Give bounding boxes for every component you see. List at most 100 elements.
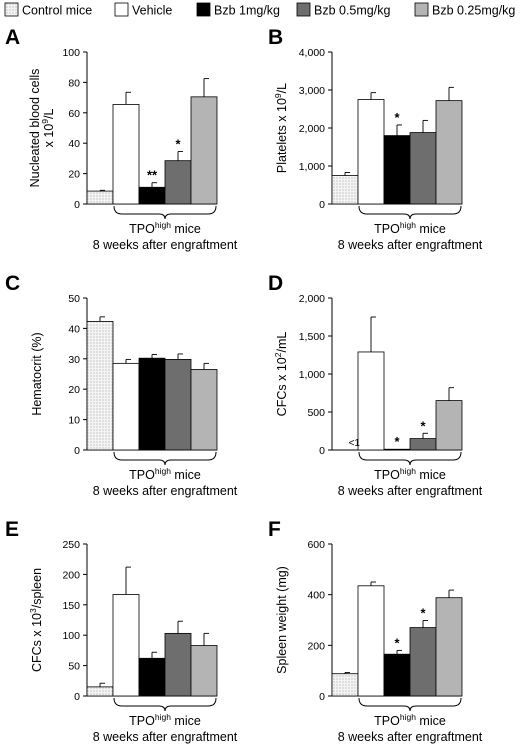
legend-swatch [4,2,19,17]
y-tick-label: 3,000 [299,85,325,97]
bar-bzb025 [190,96,218,205]
bar-control [86,190,114,205]
bar-bzb1 [383,135,411,205]
group-label-line1: TPOhigh mice [374,712,446,728]
y-tick-label: 0 [319,691,325,703]
y-tick-label: 0 [319,199,325,211]
legend-item-bzb025: Bzb 0.25mg/kg [414,2,515,18]
panel-letter: D [268,272,283,295]
group-brace [113,205,217,220]
bar-bzb025 [190,369,218,451]
significance-mark: * [420,418,426,433]
bar-control [86,321,114,451]
y-tick-label: 0 [319,445,325,457]
bar-bzb025 [435,400,463,451]
legend-swatch [196,2,211,17]
bar-bzb05 [409,132,437,205]
bar-bzb025 [190,645,218,697]
legend-item-bzb05: Bzb 0.5mg/kg [296,2,390,18]
bar-bzb05 [164,359,192,451]
y-tick-label: 40 [68,323,80,335]
bar-bzb05 [409,627,437,697]
y-axis-label: CFCs x 103/spleen [28,568,44,672]
bar-bzb1 [138,186,166,205]
y-tick-label: 50 [68,661,80,673]
bar-vehicle [112,362,140,451]
panel-letter: B [268,26,283,49]
y-tick-label: 200 [62,569,80,581]
bar-bzb1 [383,448,411,451]
y-tick-label: 40 [68,138,80,150]
group-label-line2: 8 weeks after engraftment [338,238,483,252]
y-tick-label: 60 [68,108,80,120]
y-tick-label: 0 [74,445,80,457]
y-tick-label: 20 [68,384,80,396]
bar-vehicle [357,351,385,451]
y-tick-label: 30 [68,354,80,366]
panel-letter: E [5,518,19,541]
y-tick-label: 2,000 [299,293,325,305]
y-axis-label: CFCs x 102/mL [273,332,289,417]
panel-C: C Hematocrit (%) 0 10 20 30 40 50 TPOhigh mice 8 … [5,272,238,498]
legend-item-bzb1: Bzb 1mg/kg [196,2,280,18]
y-axis-label: Platelets x 109/L [273,83,289,173]
significance-mark: * [175,137,181,152]
panel-F: F Spleen weight (mg) 0 200 400 600 * * TPOhigh m… [268,518,483,744]
y-tick-label: 400 [307,590,325,602]
legend-item-control: Control mice [4,2,92,18]
panel-letter: A [5,26,20,49]
bar-vehicle [112,594,140,697]
bar-bzb1 [138,357,166,451]
bar-bzb05 [164,632,192,697]
y-axis-label: Nucleated blood cells [28,69,42,188]
group-label-line2: 8 weeks after engraftment [93,730,238,744]
y-tick-label: 0 [74,199,80,211]
y-tick-label: 2,000 [299,123,325,135]
y-tick-label: 1,000 [299,161,325,173]
legend: Control mice Vehicle Bzb 1mg/kg Bzb 0.5mg/k… [4,2,515,18]
legend-label: Vehicle [132,4,172,18]
y-tick-label: 4,000 [299,47,325,59]
y-tick-label: 250 [62,539,80,551]
legend-swatch [296,2,311,17]
y-axis-label-line2: x 109/L [40,109,56,148]
group-brace [113,697,217,712]
panel-A: A Nucleated blood cells x 109/L 0 20 40 60 80 10… [5,26,238,252]
group-label-line2: 8 weeks after engraftment [338,730,483,744]
y-tick-label: 500 [307,407,325,419]
group-label-line1: TPOhigh mice [374,220,446,236]
bar-vehicle [112,104,140,205]
group-brace [113,451,217,466]
legend-swatch [114,2,129,17]
panel-D: D CFCs x 102/mL 0 500 1,000 1,500 2,000 * * <1 TPO… [268,272,483,498]
bar-bzb05 [409,438,437,451]
panel-letter: F [268,518,281,541]
bar-control [331,175,359,205]
y-tick-label: 150 [62,600,80,612]
group-brace [358,697,462,712]
group-brace [358,205,462,220]
y-tick-label: 10 [68,415,80,427]
y-tick-label: 20 [68,169,80,181]
panel-letter: C [5,272,20,295]
below-detection-note: <1 [349,438,361,449]
bar-bzb1 [383,653,411,697]
significance-mark: * [394,110,400,125]
group-label-line2: 8 weeks after engraftment [93,238,238,252]
group-label-line1: TPOhigh mice [129,466,201,482]
y-tick-label: 0 [74,691,80,703]
y-tick-label: 200 [307,640,325,652]
y-tick-label: 1,500 [299,331,325,343]
significance-mark: ** [147,168,158,183]
y-tick-label: 1,000 [299,369,325,381]
group-label-line2: 8 weeks after engraftment [93,484,238,498]
bar-control [86,686,114,697]
panel-B: B Platelets x 109/L 0 1,000 2,000 3,000 4,000 *… [268,26,483,252]
legend-label: Bzb 0.25mg/kg [432,4,515,18]
group-label-line1: TPOhigh mice [129,220,201,236]
bar-control [331,673,359,697]
y-axis-label: Spleen weight (mg) [275,566,289,674]
group-brace [358,451,462,466]
y-tick-label: 600 [307,539,325,551]
